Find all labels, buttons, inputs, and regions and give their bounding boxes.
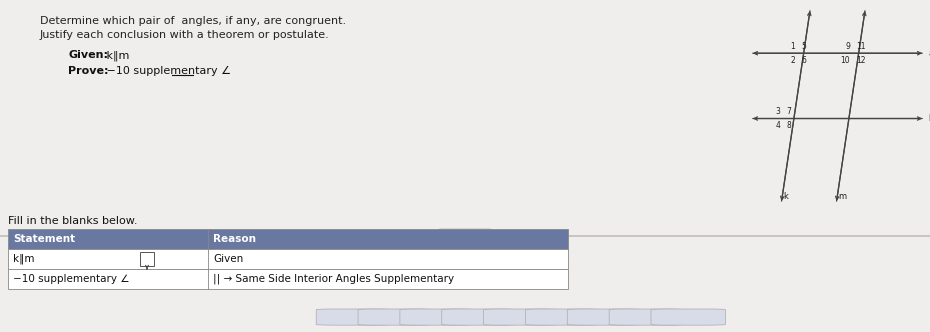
FancyBboxPatch shape (525, 309, 600, 325)
Text: k‖m: k‖m (103, 50, 129, 61)
Text: Justify each conclusion with a theorem or postulate.: Justify each conclusion with a theorem o… (40, 30, 330, 40)
FancyBboxPatch shape (567, 309, 642, 325)
FancyBboxPatch shape (609, 309, 684, 325)
Text: 11: 11 (857, 42, 866, 51)
Text: m: m (838, 192, 846, 201)
Text: 7: 7 (787, 107, 791, 116)
Text: Statement: Statement (13, 234, 75, 244)
Text: Fill in the blanks below.: Fill in the blanks below. (8, 216, 138, 226)
Text: Given: Given (213, 254, 244, 264)
Text: 4: 4 (775, 121, 780, 130)
Text: k‖m: k‖m (13, 254, 34, 264)
Text: Determine which pair of  angles, if any, are congruent.: Determine which pair of angles, if any, … (40, 16, 346, 26)
Text: −10 supplementary ∠: −10 supplementary ∠ (103, 66, 232, 76)
Text: 1: 1 (790, 42, 795, 51)
Text: || → Same Side Interior Angles Supplementary: || → Same Side Interior Angles Supplemen… (213, 274, 454, 285)
Text: 9: 9 (845, 42, 850, 51)
Bar (8, 229, 568, 249)
Text: Given:: Given: (68, 50, 108, 60)
Text: a: a (928, 49, 930, 58)
Text: 2: 2 (790, 56, 795, 65)
FancyBboxPatch shape (438, 229, 492, 243)
Text: Prove:: Prove: (68, 66, 109, 76)
Bar (8, 269, 568, 289)
FancyBboxPatch shape (442, 309, 516, 325)
Text: k: k (783, 192, 788, 201)
FancyBboxPatch shape (358, 309, 432, 325)
Text: 10: 10 (841, 56, 850, 65)
FancyBboxPatch shape (316, 309, 391, 325)
Text: 3: 3 (775, 107, 780, 116)
FancyBboxPatch shape (484, 309, 558, 325)
Text: 6: 6 (802, 56, 806, 65)
Text: −10 supplementary ∠: −10 supplementary ∠ (13, 274, 129, 284)
FancyBboxPatch shape (651, 309, 725, 325)
Bar (8, 249, 568, 269)
FancyBboxPatch shape (400, 309, 474, 325)
Text: 8: 8 (787, 121, 791, 130)
Text: Reason: Reason (213, 234, 256, 244)
Text: 5: 5 (802, 42, 806, 51)
Text: 12: 12 (857, 56, 866, 65)
Text: b: b (928, 114, 930, 123)
Bar (140, 252, 154, 266)
